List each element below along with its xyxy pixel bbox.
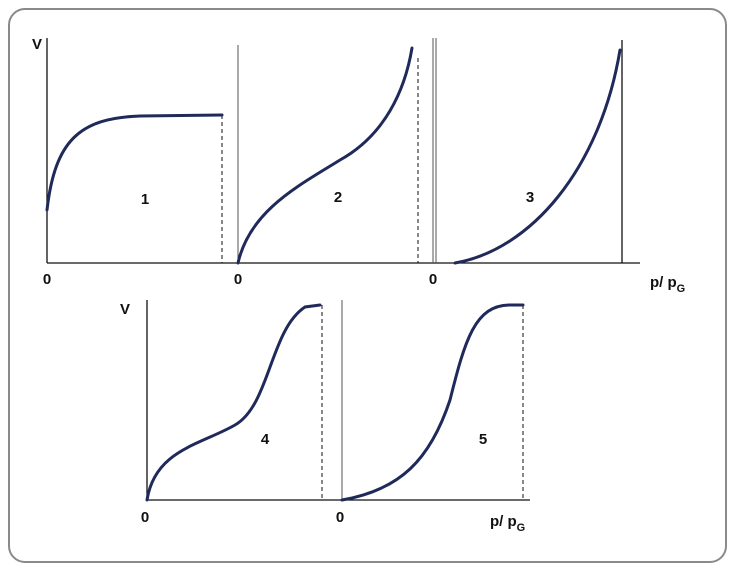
panel-label: 5 xyxy=(479,431,487,448)
origin-label: 0 xyxy=(336,509,344,526)
isotherm-curve xyxy=(236,46,414,265)
origin-label: 0 xyxy=(141,509,149,526)
y-label: V xyxy=(32,36,42,53)
panel-label: 2 xyxy=(334,189,342,206)
x-label-sub: G xyxy=(517,522,526,534)
origin-label: 0 xyxy=(43,271,51,288)
isotherm-curve xyxy=(145,303,322,502)
origin-label: 0 xyxy=(234,271,242,288)
x-label: p/ pG xyxy=(650,274,685,295)
origin-label: 0 xyxy=(429,271,437,288)
y-label: V xyxy=(120,301,130,318)
isotherm-curve xyxy=(45,113,224,212)
panel-label: 4 xyxy=(261,431,270,448)
x-label-sub: G xyxy=(677,283,686,295)
x-label-main: p/ p xyxy=(650,274,677,291)
panel-label: 3 xyxy=(526,189,534,206)
isotherm-curve xyxy=(340,303,525,502)
frame xyxy=(8,8,727,563)
x-label: p/ pG xyxy=(490,513,525,534)
x-label-main: p/ p xyxy=(490,513,517,530)
isotherm-curve xyxy=(453,48,622,265)
panel-label: 1 xyxy=(141,191,149,208)
